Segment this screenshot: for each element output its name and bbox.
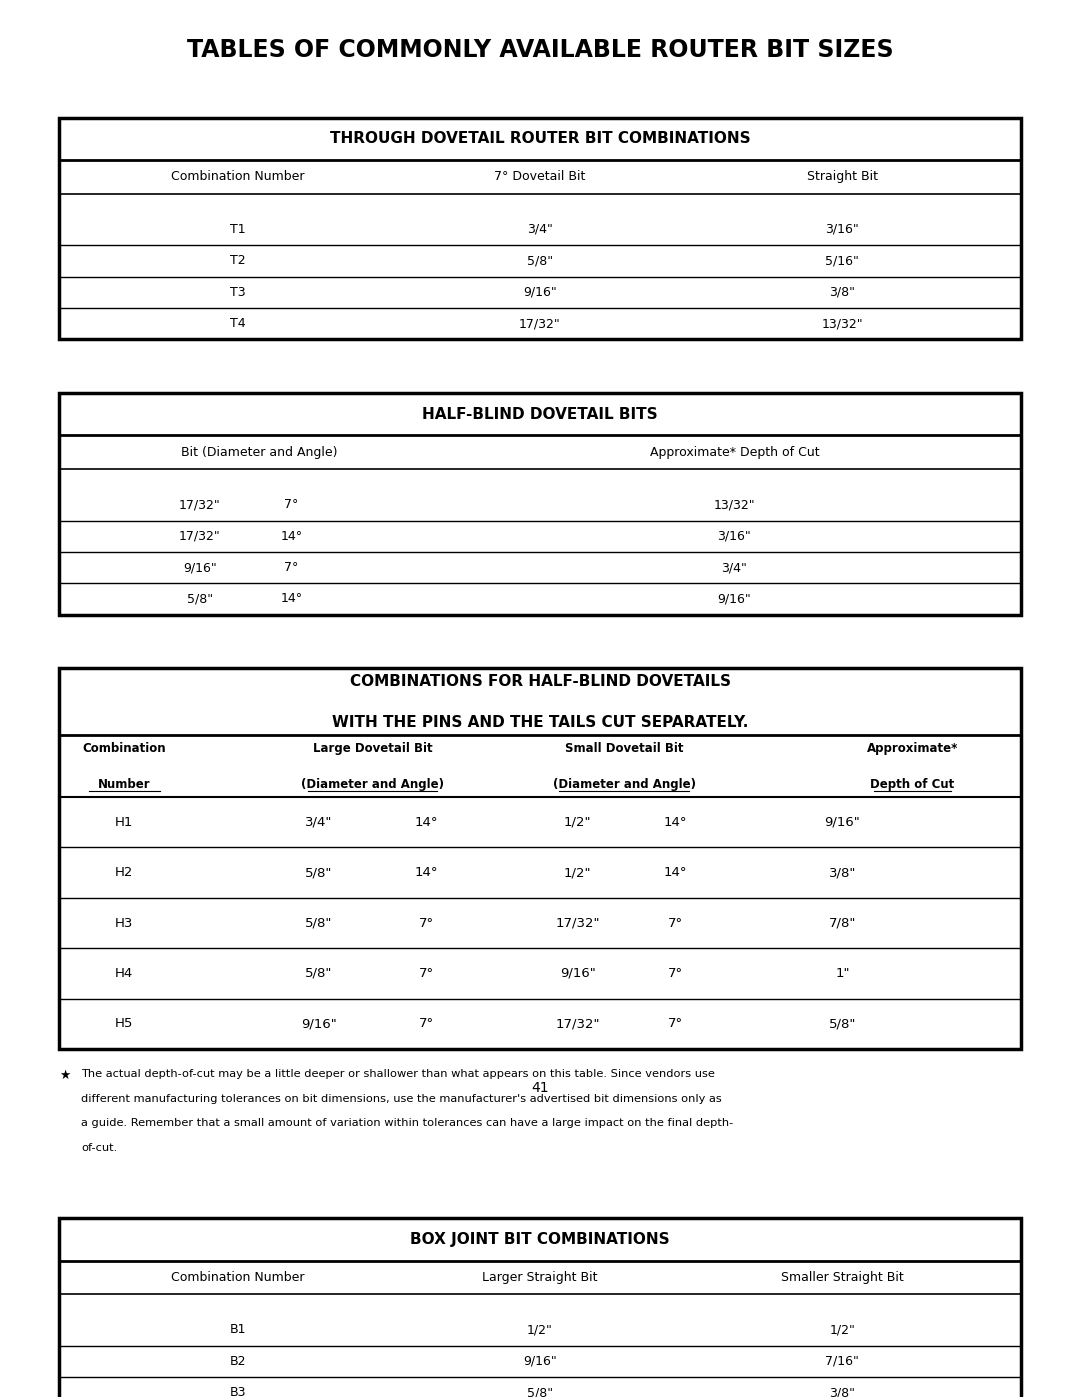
Text: 3/8": 3/8": [829, 285, 855, 299]
Text: 3/16": 3/16": [717, 529, 752, 542]
Text: BOX JOINT BIT COMBINATIONS: BOX JOINT BIT COMBINATIONS: [410, 1232, 670, 1246]
Text: Combination Number: Combination Number: [171, 1271, 305, 1284]
Text: 5/16": 5/16": [825, 254, 860, 267]
Text: 3/4": 3/4": [305, 816, 333, 828]
Text: 41: 41: [531, 1081, 549, 1095]
Text: B2: B2: [229, 1355, 246, 1368]
Text: of-cut.: of-cut.: [81, 1143, 118, 1153]
Text: Small Dovetail Bit: Small Dovetail Bit: [565, 742, 684, 754]
Text: 3/4": 3/4": [721, 562, 747, 574]
Text: 14°: 14°: [415, 816, 438, 828]
Text: 14°: 14°: [281, 592, 302, 605]
Text: 5/8": 5/8": [187, 592, 213, 605]
Text: Approximate* Depth of Cut: Approximate* Depth of Cut: [649, 446, 820, 458]
Text: 7/8": 7/8": [828, 916, 856, 929]
Text: Number: Number: [98, 778, 150, 791]
Text: a guide. Remember that a small amount of variation within tolerances can have a : a guide. Remember that a small amount of…: [81, 1119, 733, 1129]
Text: 7°: 7°: [284, 562, 299, 574]
Text: 9/16": 9/16": [717, 592, 752, 605]
Text: ★: ★: [59, 1069, 70, 1083]
Text: Combination: Combination: [82, 742, 166, 754]
Text: 3/8": 3/8": [828, 866, 856, 879]
Text: 7°: 7°: [419, 1017, 434, 1030]
Text: 1/2": 1/2": [564, 816, 592, 828]
Text: 9/16": 9/16": [523, 1355, 557, 1368]
Text: 14°: 14°: [663, 866, 687, 879]
Text: 7°: 7°: [419, 916, 434, 929]
Text: 7°: 7°: [284, 499, 299, 511]
Text: T4: T4: [230, 317, 245, 330]
Text: B3: B3: [229, 1386, 246, 1397]
Text: (Diameter and Angle): (Diameter and Angle): [301, 778, 444, 791]
Text: 5/8": 5/8": [305, 916, 333, 929]
Text: 13/32": 13/32": [714, 499, 755, 511]
Text: 7°: 7°: [419, 967, 434, 979]
Text: 3/8": 3/8": [829, 1386, 855, 1397]
Text: 9/16": 9/16": [523, 285, 557, 299]
Text: H4: H4: [116, 967, 133, 979]
Text: 9/16": 9/16": [183, 562, 217, 574]
Text: Smaller Straight Bit: Smaller Straight Bit: [781, 1271, 904, 1284]
Text: 1": 1": [835, 967, 850, 979]
Text: 5/8": 5/8": [527, 254, 553, 267]
Text: 1/2": 1/2": [527, 1323, 553, 1337]
Text: WITH THE PINS AND THE TAILS CUT SEPARATELY.: WITH THE PINS AND THE TAILS CUT SEPARATE…: [332, 714, 748, 729]
Text: 17/32": 17/32": [555, 916, 600, 929]
Text: Approximate*: Approximate*: [867, 742, 958, 754]
Text: 7°: 7°: [667, 1017, 683, 1030]
Text: 7°: 7°: [667, 967, 683, 979]
Text: 5/8": 5/8": [527, 1386, 553, 1397]
Text: 1/2": 1/2": [564, 866, 592, 879]
Text: (Diameter and Angle): (Diameter and Angle): [553, 778, 696, 791]
Text: COMBINATIONS FOR HALF-BLIND DOVETAILS: COMBINATIONS FOR HALF-BLIND DOVETAILS: [350, 675, 730, 689]
Text: 3/4": 3/4": [527, 224, 553, 236]
Bar: [59, 393, 1021, 615]
Text: 7° Dovetail Bit: 7° Dovetail Bit: [495, 170, 585, 183]
Text: Combination Number: Combination Number: [171, 170, 305, 183]
Text: 1/2": 1/2": [829, 1323, 855, 1337]
Text: H2: H2: [114, 866, 134, 879]
Text: B1: B1: [229, 1323, 246, 1337]
Text: T3: T3: [230, 285, 245, 299]
Text: 5/8": 5/8": [305, 866, 333, 879]
Text: Bit (Diameter and Angle): Bit (Diameter and Angle): [181, 446, 337, 458]
Text: 14°: 14°: [415, 866, 438, 879]
Text: 5/8": 5/8": [828, 1017, 856, 1030]
Text: Larger Straight Bit: Larger Straight Bit: [483, 1271, 597, 1284]
Text: H1: H1: [114, 816, 134, 828]
Text: Depth of Cut: Depth of Cut: [870, 778, 955, 791]
Text: Large Dovetail Bit: Large Dovetail Bit: [313, 742, 432, 754]
Text: TABLES OF COMMONLY AVAILABLE ROUTER BIT SIZES: TABLES OF COMMONLY AVAILABLE ROUTER BIT …: [187, 38, 893, 63]
Text: 7°: 7°: [667, 916, 683, 929]
Bar: [59, 117, 1021, 339]
Bar: [59, 668, 1021, 1049]
Text: 7/16": 7/16": [825, 1355, 860, 1368]
Bar: [59, 1218, 1021, 1397]
Text: different manufacturing tolerances on bit dimensions, use the manufacturer's adv: different manufacturing tolerances on bi…: [81, 1094, 721, 1104]
Text: 5/8": 5/8": [305, 967, 333, 979]
Text: 9/16": 9/16": [824, 816, 861, 828]
Text: H5: H5: [114, 1017, 134, 1030]
Text: 17/32": 17/32": [179, 529, 220, 542]
Text: 17/32": 17/32": [555, 1017, 600, 1030]
Text: T1: T1: [230, 224, 245, 236]
Text: THROUGH DOVETAIL ROUTER BIT COMBINATIONS: THROUGH DOVETAIL ROUTER BIT COMBINATIONS: [329, 131, 751, 147]
Text: Straight Bit: Straight Bit: [807, 170, 878, 183]
Text: 14°: 14°: [663, 816, 687, 828]
Text: 13/32": 13/32": [822, 317, 863, 330]
Text: 3/16": 3/16": [825, 224, 860, 236]
Text: The actual depth-of-cut may be a little deeper or shallower than what appears on: The actual depth-of-cut may be a little …: [81, 1069, 715, 1078]
Text: T2: T2: [230, 254, 245, 267]
Text: 17/32": 17/32": [179, 499, 220, 511]
Text: 17/32": 17/32": [519, 317, 561, 330]
Text: HALF-BLIND DOVETAIL BITS: HALF-BLIND DOVETAIL BITS: [422, 407, 658, 422]
Text: 9/16": 9/16": [559, 967, 596, 979]
Text: 9/16": 9/16": [300, 1017, 337, 1030]
Text: 14°: 14°: [281, 529, 302, 542]
Text: H3: H3: [114, 916, 134, 929]
